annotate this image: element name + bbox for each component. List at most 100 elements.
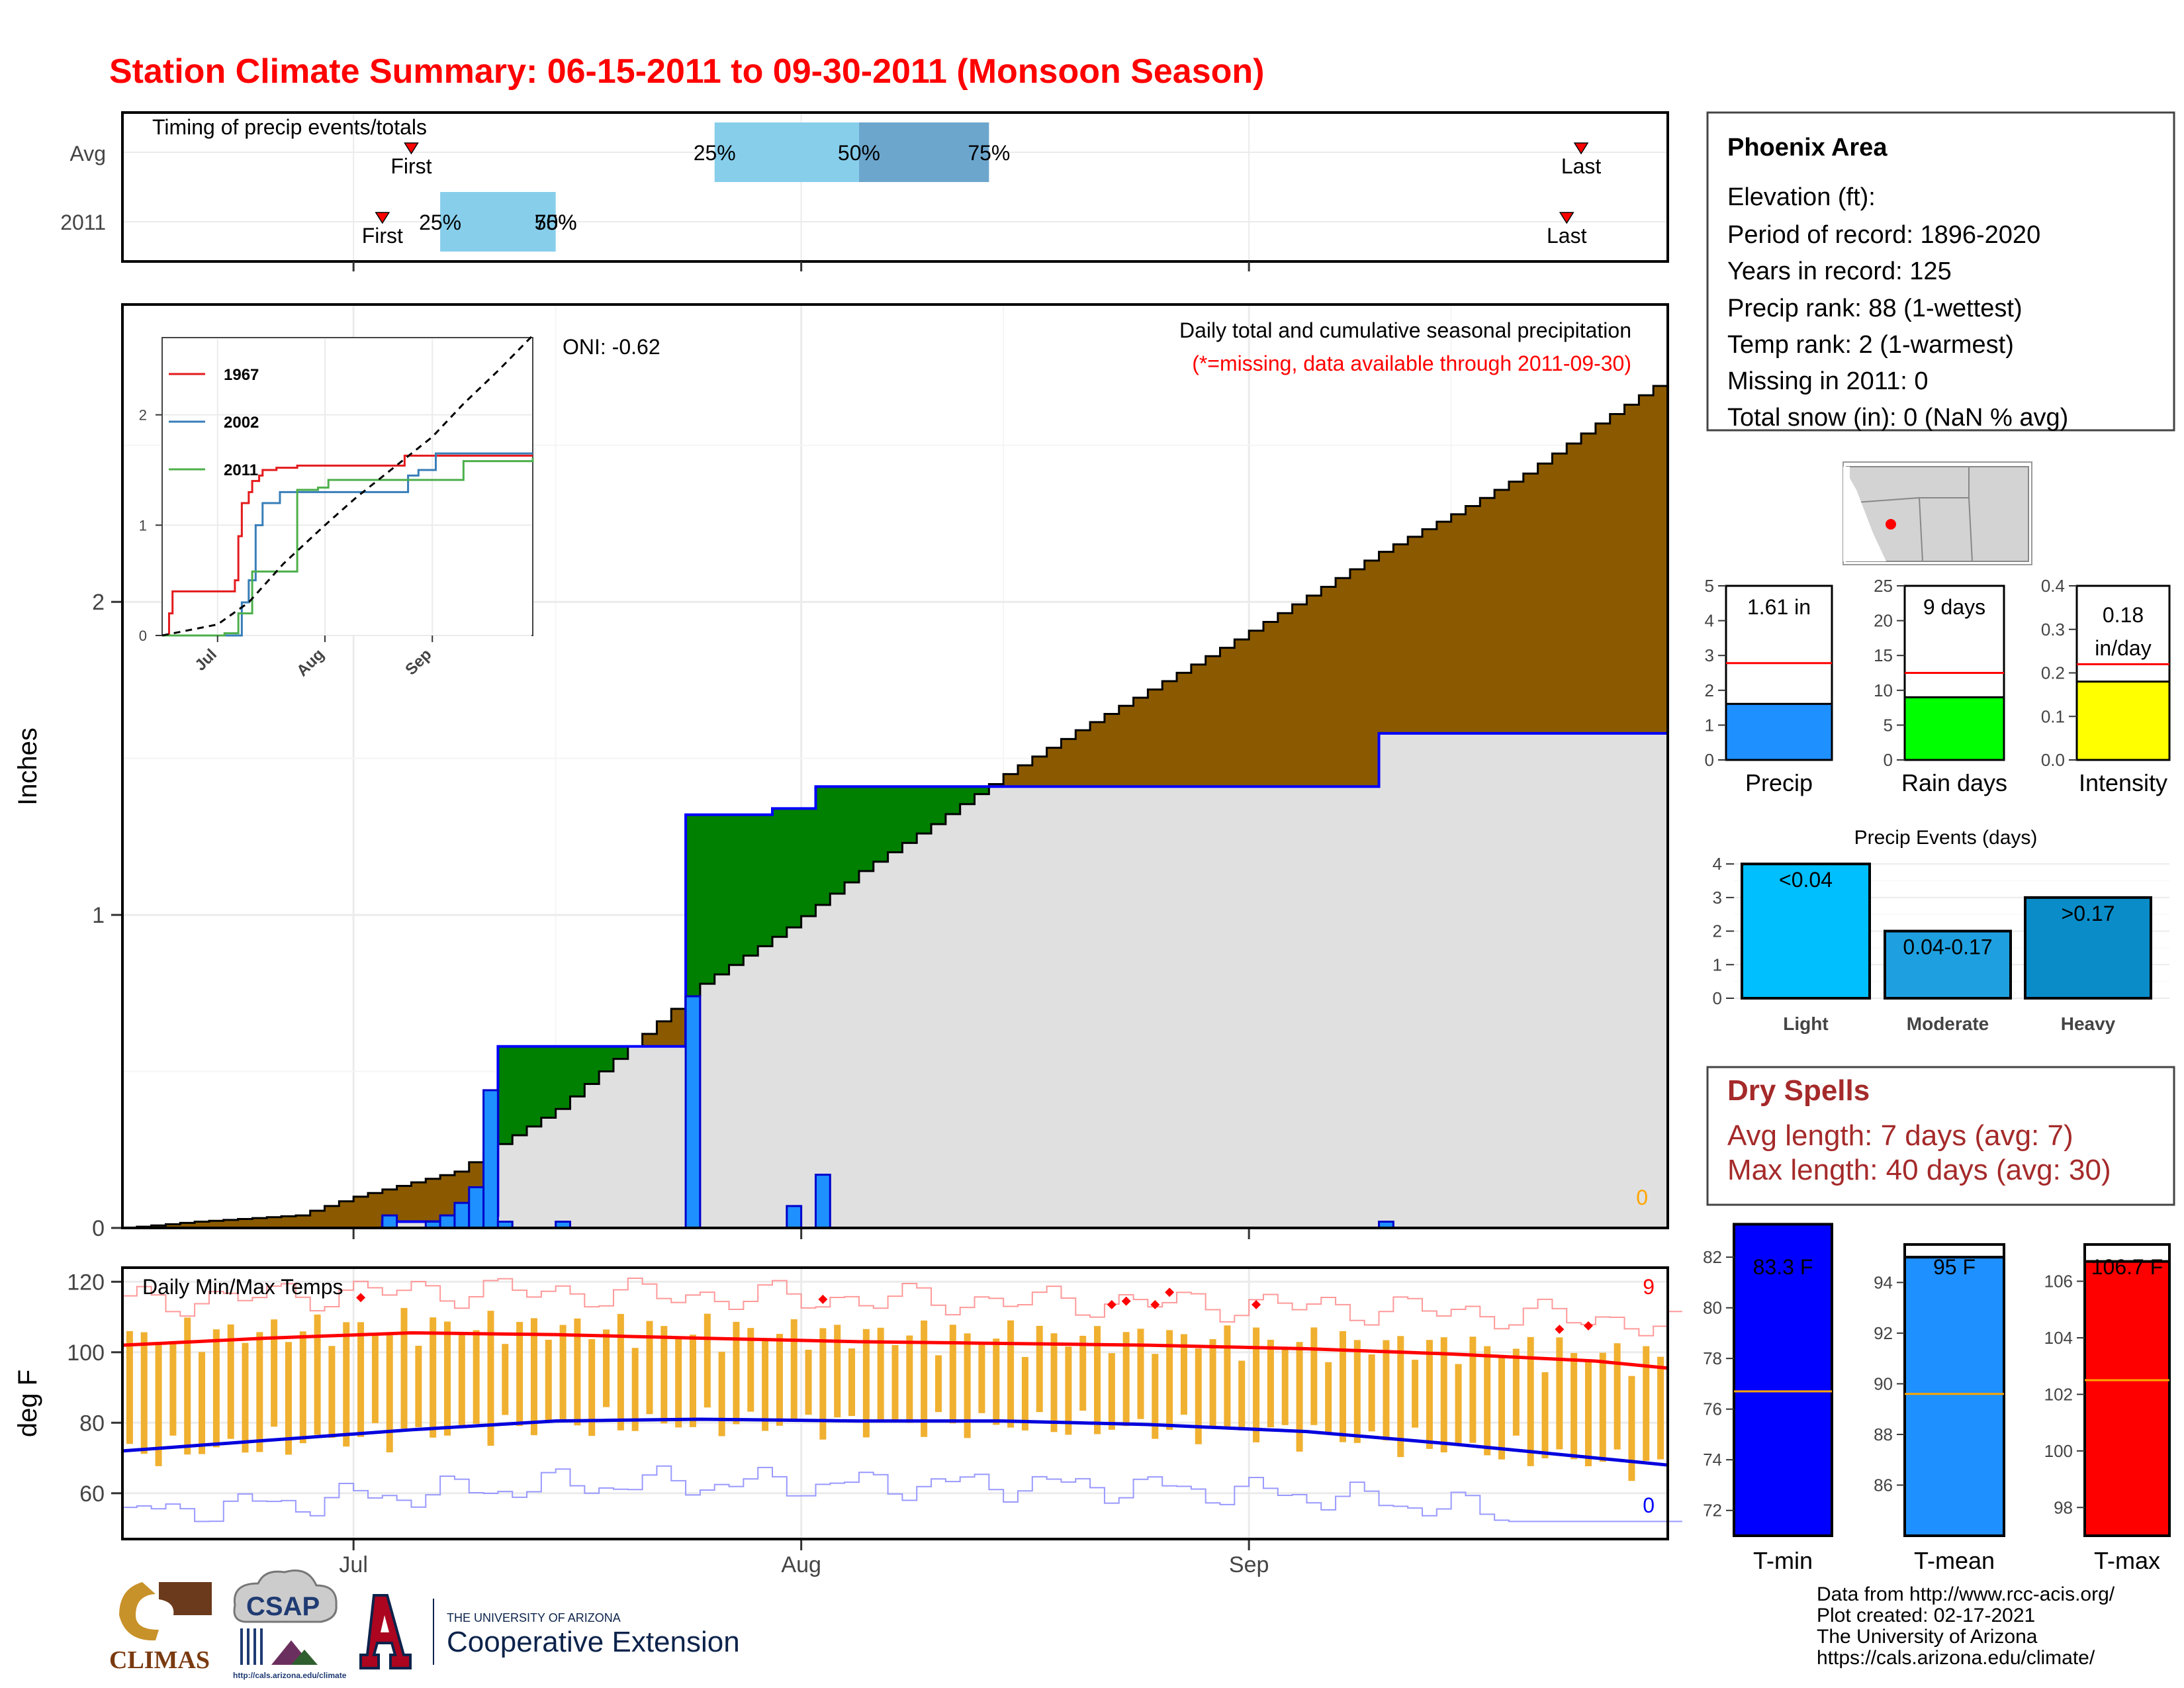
dry-spells-avg: Avg length: 7 days (avg: 7) [1727, 1119, 2073, 1152]
temps-xtick-label: Sep [1229, 1552, 1269, 1577]
temp-bar-tick-label: 78 [1703, 1348, 1722, 1368]
credit-line: Plot created: 02-17-2021 [1817, 1605, 2035, 1626]
timing-row-2011: 2011 [60, 211, 106, 234]
temps-ytick-label: 60 [79, 1481, 105, 1507]
temp-bar-label: T-min [1753, 1547, 1813, 1574]
station-snow: Total snow (in): 0 (NaN % avg) [1727, 404, 2068, 432]
daily-temp-bar [1108, 1353, 1115, 1430]
inset-legend-label: 2002 [224, 414, 259, 432]
summary-tick-label: 2 [1705, 680, 1714, 700]
temp-bar-tick-label: 94 [1874, 1272, 1893, 1292]
daily-temp-bar [1584, 1360, 1592, 1466]
daily-temp-bar [502, 1344, 509, 1415]
daily-temp-bar [805, 1350, 812, 1415]
daily-temp-bar [140, 1332, 148, 1454]
precip-ytick-label: 0 [92, 1216, 105, 1241]
daily-temp-bar [1310, 1327, 1318, 1425]
daily-temp-bar [545, 1339, 552, 1423]
daily-temp-bar [1599, 1352, 1606, 1462]
temp-bar-tick-label: 76 [1703, 1399, 1722, 1419]
records-min-count: 0 [1643, 1493, 1655, 1517]
timing-label-75: 75% [535, 211, 577, 234]
avg-max-line [122, 1331, 1668, 1370]
events-category-label: Light [1783, 1013, 1828, 1034]
daily-temp-bar [631, 1348, 639, 1431]
summary-tick-label: 3 [1705, 645, 1714, 665]
events-title: Precip Events (days) [1854, 827, 2038, 849]
temp-bar [2083, 1260, 2171, 1538]
daily-temp-bar [1643, 1346, 1650, 1461]
ua-big-text: Cooperative Extension [447, 1626, 740, 1658]
precip-panel-note: (*=missing, data available through 2011-… [1192, 352, 1631, 375]
events-tick-label: 0 [1713, 988, 1722, 1008]
temps-ytick-label: 80 [79, 1411, 105, 1436]
summary-tick-label: 0.0 [2041, 750, 2065, 770]
daily-precip-bar [468, 1186, 485, 1229]
events-bar [2024, 896, 2152, 1000]
events-bar-label: <0.04 [1779, 868, 1833, 892]
daily-temp-bar [559, 1325, 567, 1420]
daily-precip-bar [482, 1089, 499, 1229]
daily-temp-bar [227, 1324, 234, 1439]
record-high-marker [1150, 1299, 1160, 1309]
daily-temp-bar [371, 1334, 379, 1423]
station-years: Years in record: 125 [1727, 258, 1952, 285]
daily-temp-bar [964, 1333, 971, 1438]
temps-xtick-label: Aug [781, 1552, 821, 1577]
daily-precip-bar [439, 1214, 456, 1229]
summary-tick-label: 0.4 [2041, 576, 2065, 596]
record-high-marker [1107, 1299, 1116, 1309]
temp-bar-tick-label: 82 [1703, 1247, 1722, 1267]
inset-ytick-label: 1 [139, 517, 147, 534]
daily-temp-bar [1498, 1357, 1506, 1460]
daily-temp-bar [1152, 1354, 1159, 1439]
timing-label-first: First [390, 154, 432, 178]
daily-temp-bar [978, 1342, 985, 1413]
inset-avg-line [161, 334, 534, 637]
daily-temp-bar [1281, 1348, 1289, 1425]
daily-temp-bar [184, 1317, 191, 1455]
timing-panel: Timing of precip events/totals Avg 2011 … [60, 111, 1669, 271]
daily-temp-bar [949, 1325, 956, 1424]
temp-bar-tick-label: 74 [1703, 1450, 1722, 1470]
summary-tick-label: 15 [1874, 645, 1893, 665]
summary-tick-label: 0 [1705, 750, 1714, 770]
temp-bar-tick-label: 106 [2044, 1272, 2073, 1291]
daily-temp-bar [126, 1331, 133, 1444]
precip-ytick-label: 1 [92, 903, 105, 928]
record-high-marker [1251, 1299, 1261, 1309]
credits: Data from http://www.rcc-acis.org/ Plot … [1817, 1583, 2115, 1669]
daily-temp-bar [1614, 1343, 1621, 1450]
daily-temp-bar [1426, 1340, 1433, 1449]
daily-temp-bar [1412, 1360, 1419, 1428]
daily-temp-bar [1137, 1329, 1144, 1419]
temp-bar [1903, 1256, 2005, 1538]
daily-temp-bar [834, 1325, 841, 1418]
summary-bar-value: 0.18 [2103, 603, 2144, 627]
daily-temp-bar [1469, 1336, 1477, 1443]
summary-tick-label: 0 [1884, 750, 1893, 770]
daily-temp-bar [1267, 1339, 1274, 1428]
daily-temp-bar [1180, 1334, 1187, 1415]
precip-panel-title: Daily total and cumulative seasonal prec… [1179, 318, 1631, 342]
summary-tick-label: 5 [1705, 576, 1714, 596]
daily-temp-bar [934, 1355, 942, 1413]
daily-temp-bar [430, 1317, 437, 1438]
temp-bar-tick-label: 100 [2044, 1441, 2073, 1461]
events-chart: Precip Events (days) <0.04 Light 0.04-0.17… [1713, 827, 2169, 1034]
temps-ylabel: deg F [13, 1370, 42, 1437]
daily-temp-bar [862, 1329, 870, 1438]
daily-temp-bar [733, 1321, 740, 1425]
daily-temp-bar [155, 1342, 162, 1466]
station-period: Period of record: 1896-2020 [1727, 221, 2040, 249]
daily-temp-bar [458, 1333, 465, 1426]
timing-title: Timing of precip events/totals [152, 115, 427, 139]
timing-label-first: First [362, 224, 403, 248]
events-category-label: Heavy [2061, 1013, 2116, 1034]
daily-precip-bar [453, 1201, 471, 1229]
daily-temp-bar [1512, 1348, 1520, 1436]
timing-label-75: 75% [968, 141, 1010, 165]
daily-temp-bar [1238, 1360, 1246, 1430]
timing-marker-last [1573, 142, 1589, 155]
csap-url: http://cals.arizona.edu/climate [233, 1671, 347, 1680]
